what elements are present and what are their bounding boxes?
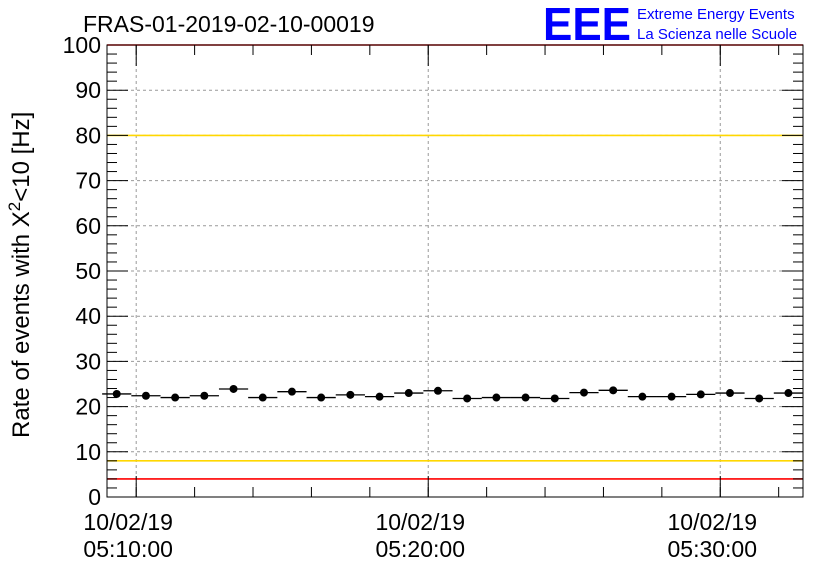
y-axis-label-sup: 2 (5, 202, 24, 211)
y-axis-label-main: Rate of events with X (8, 211, 35, 438)
data-point (784, 389, 793, 398)
data-point (725, 389, 734, 398)
logo-line2: La Scienza nelle Scuole (637, 26, 797, 43)
x-tick-time: 05:20:00 (375, 536, 465, 562)
data-point (667, 392, 676, 401)
data-point (258, 393, 267, 402)
eee-logo: EEE Extreme Energy Events La Scienza nel… (543, 0, 797, 50)
y-axis-label: Rate of events with X2<10 [Hz] (5, 112, 35, 438)
y-tick-label: 10 (75, 439, 101, 465)
y-tick-label: 50 (75, 258, 101, 284)
data-point (696, 390, 705, 399)
data-point (755, 394, 764, 403)
data-point (141, 391, 150, 400)
data-point (171, 393, 180, 402)
y-axis-label-rest: <10 [Hz] (8, 112, 35, 202)
x-tick-labels: 10/02/1905:10:0010/02/1905:20:0010/02/19… (83, 509, 757, 562)
axis-ticks (107, 44, 803, 498)
data-point (346, 390, 355, 399)
y-tick-label: 0 (88, 484, 101, 510)
y-tick-label: 80 (75, 122, 101, 148)
data-point (433, 386, 442, 395)
data-point (287, 387, 296, 396)
data-point (521, 393, 530, 402)
y-tick-labels: 0 10 20 30 40 50 60 70 80 90 100 (63, 32, 101, 510)
y-tick-label: 70 (75, 168, 101, 194)
data-point (229, 384, 238, 393)
x-tick-time: 05:30:00 (667, 536, 757, 562)
logo-mark: EEE (543, 0, 631, 50)
data-point (638, 392, 647, 401)
data-point (609, 386, 618, 395)
data-point (404, 389, 413, 398)
y-tick-label: 30 (75, 348, 101, 374)
x-tick-date: 10/02/19 (375, 509, 465, 535)
x-tick-time: 05:10:00 (83, 536, 173, 562)
y-tick-label: 40 (75, 303, 101, 329)
y-tick-label: 20 (75, 394, 101, 420)
x-tick-date: 10/02/19 (667, 509, 757, 535)
y-tick-label: 60 (75, 213, 101, 239)
data-point (550, 394, 559, 403)
data-point (492, 393, 501, 402)
chart-title: FRAS-01-2019-02-10-00019 (83, 11, 375, 37)
y-tick-label: 90 (75, 77, 101, 103)
data-point (200, 391, 209, 400)
data-points (102, 384, 803, 403)
grid (107, 45, 803, 497)
data-point (579, 388, 588, 397)
logo-line1: Extreme Energy Events (637, 6, 795, 23)
y-tick-label: 100 (63, 32, 101, 58)
data-point (463, 394, 472, 403)
data-point (112, 389, 121, 398)
data-point (317, 393, 326, 402)
x-tick-date: 10/02/19 (83, 509, 173, 535)
reference-lines (107, 44, 803, 480)
data-point (375, 392, 384, 401)
